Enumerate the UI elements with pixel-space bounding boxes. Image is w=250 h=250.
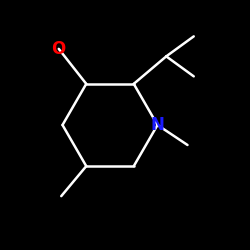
- Text: O: O: [52, 40, 66, 58]
- Text: N: N: [150, 116, 164, 134]
